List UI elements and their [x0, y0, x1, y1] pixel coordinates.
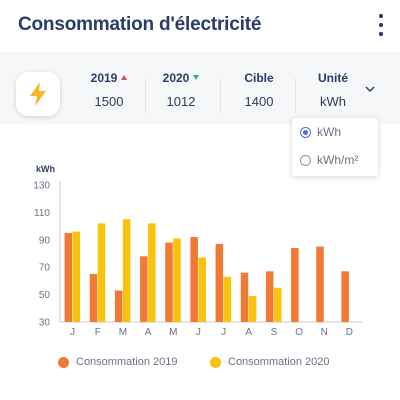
stat-2020-label: 2020 — [162, 71, 190, 85]
y-tick-label: 30 — [39, 318, 51, 329]
x-tick-label: N — [321, 327, 328, 338]
bar — [173, 238, 181, 322]
radio-unselected-icon[interactable] — [300, 154, 311, 166]
stat-target-value: 1400 — [244, 94, 274, 109]
divider — [145, 78, 146, 114]
legend-label: Consommation 2019 — [76, 356, 178, 368]
electricity-tile — [16, 72, 60, 116]
bar — [265, 271, 274, 322]
bar — [223, 276, 232, 322]
x-tick-label: F — [95, 327, 101, 338]
divider — [295, 78, 296, 114]
bar — [248, 295, 257, 322]
bar — [148, 223, 156, 322]
bar — [89, 274, 98, 322]
x-tick-label: S — [271, 327, 278, 338]
radio-selected-icon[interactable] — [300, 126, 311, 138]
legend-swatch — [210, 356, 221, 368]
unit-value[interactable]: kWh — [320, 94, 346, 109]
x-tick-label: O — [295, 327, 303, 338]
summary-panel — [0, 52, 400, 124]
y-tick-label: 50 — [39, 290, 51, 301]
bar — [215, 243, 224, 322]
y-tick-label: 130 — [33, 181, 50, 192]
bar — [198, 257, 206, 322]
legend-item-2019: Consommation 2019 — [58, 356, 178, 368]
more-options-icon[interactable] — [374, 14, 388, 36]
stat-2019-value: 1500 — [94, 94, 124, 109]
legend-swatch — [58, 356, 69, 368]
bar — [341, 271, 349, 322]
bar — [97, 223, 106, 322]
y-tick-label: 110 — [34, 208, 50, 219]
stat-target-label: Cible — [244, 71, 274, 85]
y-axis-unit-label: kWh — [36, 164, 55, 174]
x-tick-label: D — [346, 327, 353, 338]
bar — [316, 246, 324, 322]
divider — [220, 78, 221, 114]
monthly-consumption-chart: kWh 30 50 70 90 110 130 J F M A M J J A S O N D — [33, 164, 362, 338]
y-tick-label: 70 — [39, 263, 51, 274]
bar — [72, 231, 81, 322]
bar — [165, 242, 173, 322]
bar — [273, 287, 282, 322]
x-tick-label: M — [169, 327, 177, 338]
unit-option-label: kWh — [317, 125, 341, 139]
bar — [114, 290, 123, 322]
x-tick-label: J — [70, 327, 75, 338]
x-tick-label: J — [196, 327, 201, 338]
unit-selector[interactable]: Unité kWh — [298, 70, 368, 109]
unit-option-label: kWh/m² — [317, 153, 359, 167]
bar — [64, 232, 73, 322]
x-tick-label: A — [145, 327, 152, 338]
bar — [140, 256, 148, 322]
chevron-down-icon[interactable] — [364, 84, 376, 94]
bar — [291, 248, 299, 322]
unit-option-kwh[interactable]: kWh — [300, 123, 341, 141]
stat-2020: 2020 1012 — [146, 70, 216, 109]
legend-label: Consommation 2020 — [228, 356, 330, 368]
x-tick-label: J — [221, 327, 226, 338]
unit-dropdown-menu: kWh kWh/m² — [292, 118, 378, 176]
bar — [190, 237, 198, 322]
stat-2019-label: 2019 — [90, 71, 118, 85]
bar — [122, 219, 131, 322]
trend-down-icon — [193, 75, 200, 80]
stat-2020-value: 1012 — [166, 94, 196, 109]
unit-label: Unité — [318, 71, 348, 85]
lightning-bolt-icon — [30, 82, 46, 106]
page-title: Consommation d'électricité — [18, 14, 262, 35]
stat-2019: 2019 1500 — [74, 70, 144, 109]
legend-item-2020: Consommation 2020 — [210, 356, 330, 368]
x-tick-label: M — [119, 327, 127, 338]
x-tick-label: A — [245, 327, 252, 338]
y-tick-label: 90 — [39, 235, 51, 246]
stat-target: Cible 1400 — [224, 70, 294, 109]
bar — [240, 272, 249, 322]
trend-up-icon — [121, 75, 128, 80]
unit-option-kwh-per-m2[interactable]: kWh/m² — [300, 151, 358, 169]
